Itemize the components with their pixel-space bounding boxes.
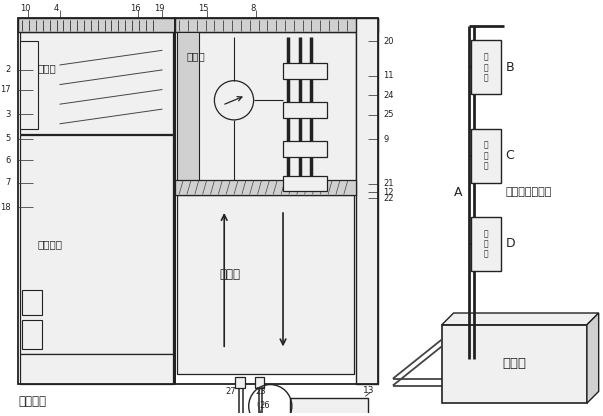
Bar	[283, 141, 327, 157]
Bar	[21, 32, 173, 134]
Bar	[21, 42, 38, 129]
Text: 7: 7	[5, 178, 10, 187]
Text: 母线室: 母线室	[187, 51, 206, 61]
Bar	[235, 377, 245, 389]
Text: B: B	[505, 61, 514, 74]
Bar	[22, 290, 42, 315]
Text: 23: 23	[255, 387, 266, 396]
Text: 仪表室: 仪表室	[38, 63, 57, 73]
Text: 10: 10	[20, 4, 31, 12]
Bar	[254, 377, 264, 389]
Bar	[175, 18, 378, 384]
Text: 19: 19	[154, 4, 165, 12]
Text: 25: 25	[383, 111, 394, 119]
Polygon shape	[442, 313, 599, 325]
Text: 4: 4	[54, 4, 59, 12]
Text: 5: 5	[5, 134, 10, 143]
Bar	[21, 135, 173, 354]
Text: 2: 2	[5, 65, 10, 74]
Text: 冷
却
液: 冷 却 液	[484, 141, 488, 171]
Text: 18: 18	[0, 203, 10, 212]
Bar	[283, 176, 327, 191]
Text: 8: 8	[250, 4, 255, 12]
Text: 22: 22	[383, 194, 394, 203]
Text: 24: 24	[383, 91, 394, 100]
Text: 冷
却
液: 冷 却 液	[484, 52, 488, 82]
Bar	[22, 320, 42, 349]
Polygon shape	[587, 313, 599, 403]
Text: A: A	[453, 186, 462, 199]
Text: 16: 16	[130, 4, 140, 12]
Text: 26: 26	[259, 401, 270, 410]
Text: 电缆室: 电缆室	[219, 268, 241, 281]
Text: 柜体侧视: 柜体侧视	[18, 395, 46, 408]
Text: D: D	[505, 238, 515, 250]
Text: 21: 21	[383, 179, 394, 188]
Bar	[471, 217, 500, 271]
Text: 11: 11	[383, 71, 394, 80]
Text: 断路器室: 断路器室	[38, 239, 63, 249]
Text: 13: 13	[364, 386, 375, 395]
Bar	[471, 129, 500, 183]
Bar	[283, 63, 327, 79]
Text: 冷
却
液: 冷 却 液	[484, 229, 488, 259]
Text: 6: 6	[5, 156, 10, 165]
Bar	[175, 18, 378, 32]
Text: 20: 20	[383, 37, 394, 46]
Text: 3: 3	[5, 109, 10, 119]
Bar	[177, 196, 353, 374]
Bar	[356, 18, 378, 384]
Bar	[177, 32, 356, 188]
Text: 水冷一体化部件: 水冷一体化部件	[505, 188, 552, 198]
Bar	[442, 325, 587, 403]
Bar	[290, 398, 368, 416]
Bar	[18, 18, 175, 384]
Text: 12: 12	[383, 188, 394, 197]
Text: 27: 27	[226, 387, 236, 396]
Bar	[18, 18, 175, 32]
Bar	[175, 180, 356, 196]
Text: 17: 17	[0, 85, 10, 94]
Text: C: C	[505, 149, 514, 162]
Bar	[471, 40, 500, 94]
Bar	[283, 102, 327, 118]
Text: 15: 15	[198, 4, 209, 12]
Bar	[177, 32, 199, 188]
Bar	[21, 354, 173, 384]
Text: 9: 9	[383, 135, 388, 144]
Text: 冷却液: 冷却液	[502, 357, 526, 371]
